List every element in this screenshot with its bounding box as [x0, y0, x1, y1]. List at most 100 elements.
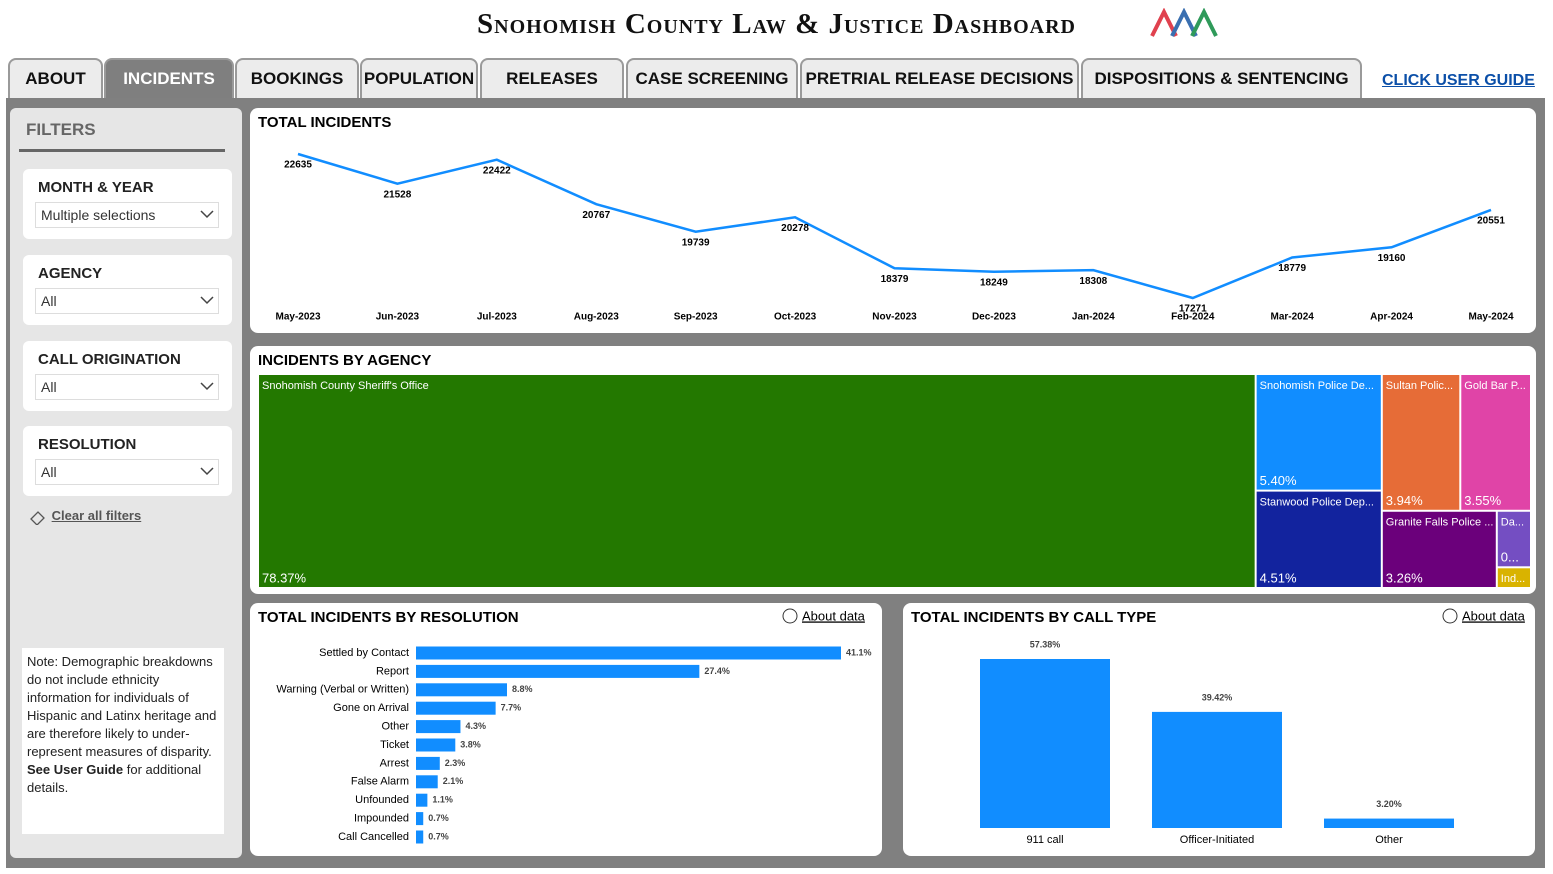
data-label: 2.1%: [443, 776, 464, 786]
card: TOTAL INCIDENTS May-2023 22635 Jun-2023 2152…: [250, 108, 1536, 333]
tab[interactable]: DISPOSITIONS & SENTENCING: [1081, 58, 1362, 98]
chevron: [200, 296, 214, 305]
card: TOTAL INCIDENTS BY CALL TYPE About data 5…: [903, 603, 1535, 856]
divider: [19, 149, 225, 152]
note-tail: for additional details.: [27, 762, 202, 795]
dropdown-value: All: [41, 464, 57, 480]
bar: [416, 830, 424, 844]
data-label: 0.7%: [428, 831, 449, 841]
chevron: [200, 467, 214, 476]
chart-title: TOTAL INCIDENTS BY RESOLUTION: [258, 609, 519, 626]
data-label: 17271: [1179, 304, 1207, 315]
tab[interactable]: INCIDENTS: [104, 58, 234, 98]
data-label: 4.3%: [465, 721, 486, 731]
clear-filters[interactable]: Clear all filters: [28, 508, 142, 526]
x-tick-label: Dec-2023: [972, 312, 1016, 323]
tile-value: 0...: [1501, 550, 1519, 565]
card: INCIDENTS BY AGENCY Snohomish County Sher…: [250, 346, 1536, 594]
x-tick-label: Oct-2023: [774, 312, 817, 323]
y-tick-label: Warning (Verbal or Written): [276, 684, 409, 696]
chevron: [200, 210, 214, 219]
data-label: 57.38%: [1030, 639, 1061, 649]
data-label: 18308: [1079, 276, 1107, 287]
data-label: 41.1%: [846, 647, 872, 657]
data-label: 8.8%: [512, 684, 533, 694]
bar: [416, 738, 456, 752]
data-label: 3.20%: [1376, 799, 1402, 809]
data-label: 18379: [881, 274, 909, 285]
bar-chart: TOTAL INCIDENTS BY CALL TYPE About data 5…: [911, 608, 1526, 846]
data-label: 39.42%: [1202, 692, 1233, 702]
tab[interactable]: CASE SCREENING: [626, 58, 798, 98]
filter: AGENCY All: [23, 255, 232, 325]
y-tick-label: Unfounded: [355, 794, 409, 806]
tab[interactable]: PRETRIAL RELEASE DECISIONS: [800, 58, 1079, 98]
x-tick-label: Aug-2023: [574, 312, 619, 323]
card: TOTAL INCIDENTS BY RESOLUTION About data…: [250, 603, 882, 856]
tab[interactable]: ABOUT: [8, 58, 103, 98]
treemap-tile: [1461, 375, 1530, 510]
tile-name: Snohomish Police De...: [1260, 380, 1374, 392]
bar: [416, 701, 496, 715]
x-tick-label: May-2023: [275, 312, 320, 323]
title-text: Snohomish County Law & Justice Dashboard: [477, 8, 1076, 40]
y-tick-label: False Alarm: [351, 776, 409, 788]
x-tick-label: May-2024: [1468, 312, 1513, 323]
x-tick-label: Sep-2023: [674, 312, 718, 323]
chart-title: INCIDENTS BY AGENCY: [258, 352, 431, 369]
bar: [416, 756, 440, 770]
note: Note: Demographic breakdowns do not incl…: [22, 648, 224, 834]
dropdown[interactable]: All: [35, 459, 219, 485]
tile-value: 3.94%: [1386, 493, 1423, 508]
treemap-tile: [1382, 375, 1460, 510]
data-label: 3.8%: [460, 739, 481, 749]
bar: [1324, 818, 1454, 828]
about-data[interactable]: About data: [1462, 608, 1526, 623]
tab[interactable]: RELEASES: [480, 58, 624, 98]
data-label: 2.3%: [445, 758, 466, 768]
info-icon[interactable]: [782, 608, 798, 624]
dropdown-value: All: [41, 293, 57, 309]
filter-label: CALL ORIGINATION: [38, 351, 181, 368]
about-data[interactable]: About data: [802, 608, 866, 623]
user-guide-link[interactable]: CLICK USER GUIDE: [1382, 72, 1535, 89]
data-label: 20767: [582, 210, 610, 221]
x-tick-label: Jan-2024: [1072, 312, 1115, 323]
y-tick-label: Settled by Contact: [319, 647, 409, 659]
tile-name: Gold Bar P...: [1464, 380, 1526, 392]
x-tick-label: Other: [1375, 834, 1403, 846]
tile-name: Stanwood Police Dep...: [1260, 497, 1374, 509]
data-label: 1.1%: [432, 795, 453, 805]
chevron: [200, 382, 214, 391]
x-tick-label: Officer-Initiated: [1180, 834, 1254, 846]
x-tick-label: Apr-2024: [1370, 312, 1413, 323]
dropdown[interactable]: All: [35, 374, 219, 400]
dropdown[interactable]: All: [35, 288, 219, 314]
bar: [416, 646, 841, 660]
data-label: 27.4%: [704, 666, 730, 676]
treemap-tile: [1497, 511, 1530, 567]
info-icon[interactable]: [1442, 608, 1458, 624]
filter-panel: FILTERS MONTH & YEAR Multiple selections …: [10, 108, 242, 858]
chart-title: TOTAL INCIDENTS: [258, 114, 391, 131]
chart-title: TOTAL INCIDENTS BY CALL TYPE: [911, 609, 1156, 626]
dashboard-title: Snohomish County Law & Justice Dashboard: [0, 8, 1553, 41]
bar: [416, 664, 700, 678]
y-tick-label: Gone on Arrival: [333, 702, 409, 714]
treemap-tile: [1382, 511, 1496, 587]
bar-chart: TOTAL INCIDENTS BY RESOLUTION About data…: [258, 608, 872, 844]
note-text: Note: Demographic breakdowns do not incl…: [27, 654, 217, 759]
dropdown-value: Multiple selections: [41, 207, 156, 223]
filter-label: RESOLUTION: [38, 436, 137, 453]
tab[interactable]: BOOKINGS: [235, 58, 359, 98]
bar: [416, 720, 461, 734]
x-tick-label: Feb-2024: [1171, 312, 1215, 323]
filter-label: AGENCY: [38, 265, 103, 282]
clear-text: Clear all filters: [51, 508, 142, 523]
data-label: 20551: [1477, 216, 1505, 227]
dropdown[interactable]: Multiple selections: [35, 202, 219, 228]
y-tick-label: Ticket: [380, 739, 409, 751]
y-tick-label: Call Cancelled: [338, 831, 409, 843]
tab[interactable]: POPULATION: [360, 58, 478, 98]
filters-title: FILTERS: [26, 120, 96, 139]
